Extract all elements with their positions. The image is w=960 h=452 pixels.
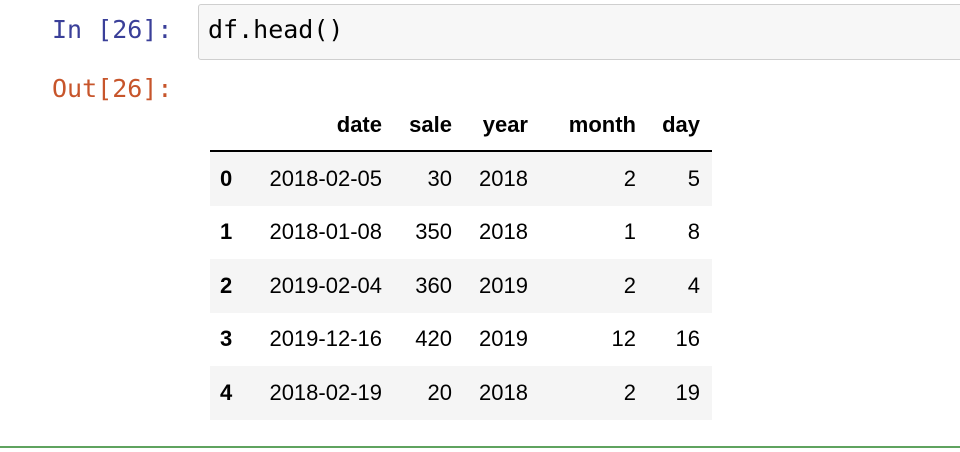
cell-year: 2018 <box>479 165 528 191</box>
column-header-date: date <box>256 100 394 152</box>
code-input-area[interactable]: df.head() <box>198 4 960 60</box>
row-index: 1 <box>220 219 233 245</box>
cell-day: 16 <box>675 326 700 352</box>
cell-date: 2018-01-08 <box>269 219 382 245</box>
column-header-year: year <box>464 100 540 152</box>
cell-year: 2018 <box>479 219 528 245</box>
table-row: 0 2018-02-05 30 2018 2 5 <box>210 151 712 206</box>
cell-date: 2018-02-05 <box>269 165 382 191</box>
row-index: 4 <box>220 379 233 405</box>
cell-month: 12 <box>611 326 636 352</box>
column-header-sale: sale <box>394 100 464 152</box>
cell-year: 2019 <box>479 326 528 352</box>
column-header-day: day <box>648 100 712 152</box>
cell-day: 5 <box>687 165 700 191</box>
cell-month: 2 <box>623 379 636 405</box>
cell-month: 1 <box>623 219 636 245</box>
table-row: 3 2019-12-16 420 2019 12 16 <box>210 312 712 366</box>
cell-sale: 30 <box>427 165 452 191</box>
table-row: 4 2018-02-19 20 2018 2 19 <box>210 366 712 420</box>
cell-date: 2018-02-19 <box>269 379 382 405</box>
row-index: 0 <box>220 165 233 191</box>
cell-sale: 420 <box>415 326 452 352</box>
cell-date: 2019-12-16 <box>269 326 382 352</box>
column-header-month: month <box>540 100 648 152</box>
dataframe-output-table: date sale year month day 0 2018-02-05 30… <box>210 100 712 420</box>
code-text[interactable]: df.head() <box>208 15 344 44</box>
cell-day: 19 <box>675 379 700 405</box>
cell-date: 2019-02-04 <box>269 272 382 298</box>
row-index: 3 <box>220 326 233 352</box>
cell-sale: 20 <box>427 379 452 405</box>
row-index: 2 <box>220 272 233 298</box>
cell-day: 8 <box>687 219 700 245</box>
cell-month: 2 <box>623 272 636 298</box>
cell-separator <box>0 446 960 448</box>
cell-sale: 360 <box>415 272 452 298</box>
table-header-row: date sale year month day <box>210 100 712 152</box>
cell-month: 2 <box>623 165 636 191</box>
input-prompt: In [26]: <box>52 15 173 44</box>
cell-sale: 350 <box>415 219 452 245</box>
cell-day: 4 <box>687 272 700 298</box>
cell-year: 2019 <box>479 272 528 298</box>
cell-year: 2018 <box>479 379 528 405</box>
table-row: 2 2019-02-04 360 2019 2 4 <box>210 259 712 313</box>
table-row: 1 2018-01-08 350 2018 1 8 <box>210 205 712 259</box>
output-prompt: Out[26]: <box>52 74 173 103</box>
index-header <box>210 100 256 152</box>
